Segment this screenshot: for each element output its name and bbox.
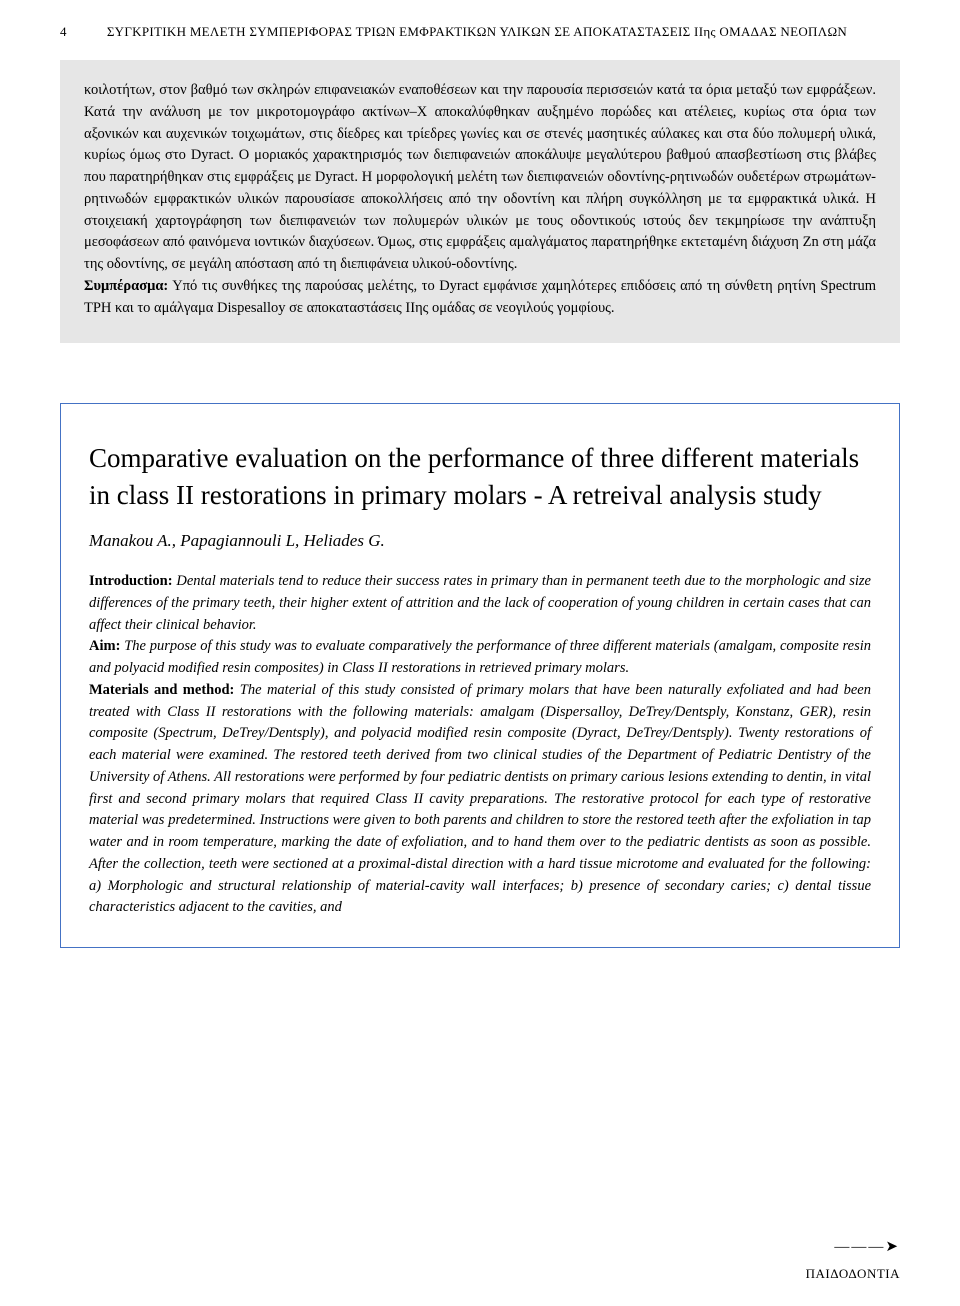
aim-label: Aim: [89, 638, 120, 654]
page-number: 4 [60, 24, 67, 40]
greek-abstract-box: κοιλοτήτων, στον βαθμό των σκληρών επιφα… [60, 60, 900, 343]
methods-label: Materials and method: [89, 682, 234, 698]
journal-footer: ΠΑΙΔΟΔΟΝΤΙΑ [806, 1266, 900, 1282]
continuation-arrow: ———➤ [834, 1237, 900, 1256]
methods-text: The material of this study consisted of … [89, 682, 871, 916]
intro-text: Dental materials tend to reduce their su… [89, 573, 871, 633]
greek-abstract-body: κοιλοτήτων, στον βαθμό των σκληρών επιφα… [84, 82, 876, 272]
greek-conclusion-label: Συμπέρασμα: [84, 278, 168, 294]
aim-text: The purpose of this study was to evaluat… [89, 638, 871, 676]
english-authors: Manakou A., Papagiannouli L, Heliades G. [89, 531, 871, 551]
greek-conclusion-text: Υπό τις συνθήκες της παρούσας μελέτης, τ… [84, 278, 876, 316]
page-header: 4 ΣΥΓΚΡΙΤΙΚΗ ΜΕΛΕΤΗ ΣΥΜΠΕΡΙΦΟΡΑΣ ΤΡΙΩΝ Ε… [0, 0, 960, 40]
english-title: Comparative evaluation on the performanc… [89, 440, 871, 513]
english-abstract-frame: Comparative evaluation on the performanc… [60, 403, 900, 948]
running-title: ΣΥΓΚΡΙΤΙΚΗ ΜΕΛΕΤΗ ΣΥΜΠΕΡΙΦΟΡΑΣ ΤΡΙΩΝ ΕΜΦ… [107, 24, 900, 40]
english-abstract-body: Introduction: Dental materials tend to r… [89, 571, 871, 919]
intro-label: Introduction: [89, 573, 173, 589]
